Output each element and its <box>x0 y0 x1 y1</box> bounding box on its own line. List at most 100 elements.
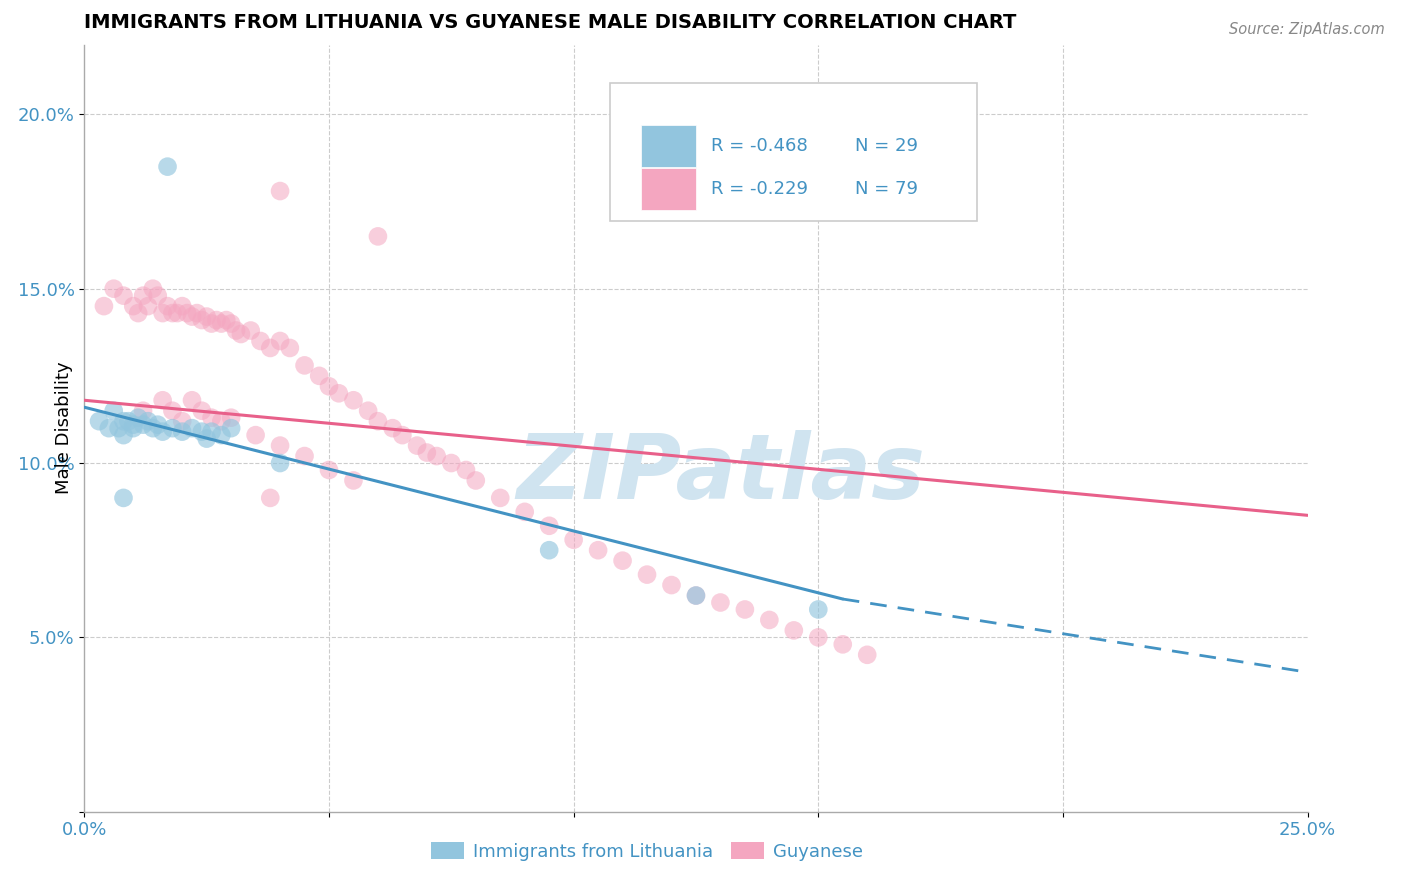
Point <box>112 414 135 428</box>
Point <box>426 449 449 463</box>
Point <box>176 306 198 320</box>
Point <box>136 299 159 313</box>
Point <box>685 589 707 603</box>
Point <box>245 428 267 442</box>
Point <box>636 567 658 582</box>
Point <box>152 425 174 439</box>
Point <box>200 410 222 425</box>
Point <box>191 403 214 417</box>
Point <box>181 310 204 324</box>
FancyBboxPatch shape <box>641 125 696 167</box>
Point <box>209 428 232 442</box>
Point <box>342 393 364 408</box>
Point <box>172 299 194 313</box>
Point <box>734 602 756 616</box>
Point <box>661 578 683 592</box>
Point <box>146 417 169 432</box>
Point <box>93 299 115 313</box>
Point <box>269 184 291 198</box>
Point <box>107 421 129 435</box>
Point <box>259 491 281 505</box>
Text: R = -0.229: R = -0.229 <box>710 180 807 198</box>
Point <box>318 379 340 393</box>
Point <box>152 306 174 320</box>
Point <box>97 421 120 435</box>
Text: Source: ZipAtlas.com: Source: ZipAtlas.com <box>1229 22 1385 37</box>
Point <box>269 456 291 470</box>
Point <box>162 403 184 417</box>
Text: N = 29: N = 29 <box>855 136 918 155</box>
Point <box>142 282 165 296</box>
Point <box>87 414 110 428</box>
Point <box>209 414 232 428</box>
FancyBboxPatch shape <box>641 168 696 210</box>
Point <box>112 428 135 442</box>
Point <box>205 313 228 327</box>
Point <box>562 533 585 547</box>
Point <box>294 359 316 373</box>
Point <box>132 403 155 417</box>
Text: IMMIGRANTS FROM LITHUANIA VS GUYANESE MALE DISABILITY CORRELATION CHART: IMMIGRANTS FROM LITHUANIA VS GUYANESE MA… <box>84 12 1017 32</box>
Point <box>200 425 222 439</box>
Point <box>122 417 145 432</box>
Point <box>831 637 853 651</box>
Point <box>538 518 561 533</box>
Point <box>807 602 830 616</box>
Point <box>308 368 330 383</box>
Point <box>856 648 879 662</box>
Point <box>269 439 291 453</box>
Point <box>391 428 413 442</box>
Point <box>612 554 634 568</box>
Point <box>127 410 149 425</box>
Point <box>122 421 145 435</box>
Point <box>464 474 486 488</box>
Point <box>103 282 125 296</box>
Point <box>538 543 561 558</box>
Point <box>186 306 208 320</box>
Point <box>112 491 135 505</box>
Point <box>783 624 806 638</box>
Point <box>162 306 184 320</box>
Point <box>454 463 477 477</box>
Point <box>146 288 169 302</box>
Point <box>181 393 204 408</box>
Legend: Immigrants from Lithuania, Guyanese: Immigrants from Lithuania, Guyanese <box>425 835 870 868</box>
Point <box>181 421 204 435</box>
Point <box>406 439 429 453</box>
Text: R = -0.468: R = -0.468 <box>710 136 807 155</box>
Point <box>219 410 242 425</box>
Point <box>191 425 214 439</box>
Point <box>586 543 609 558</box>
Point <box>318 463 340 477</box>
Point <box>127 306 149 320</box>
Point <box>156 299 179 313</box>
Point <box>156 160 179 174</box>
Point <box>225 324 247 338</box>
Point <box>209 317 232 331</box>
Point <box>172 425 194 439</box>
Point <box>103 403 125 417</box>
Point <box>367 414 389 428</box>
Point <box>278 341 301 355</box>
Point <box>152 393 174 408</box>
Point <box>215 313 238 327</box>
Point <box>709 595 731 609</box>
Point <box>249 334 271 348</box>
Point <box>117 414 139 428</box>
Point <box>239 324 262 338</box>
Point <box>229 326 252 341</box>
Point <box>200 317 222 331</box>
Point <box>136 414 159 428</box>
Y-axis label: Male Disability: Male Disability <box>55 362 73 494</box>
Point <box>132 417 155 432</box>
Point <box>685 589 707 603</box>
Point <box>758 613 780 627</box>
Point <box>513 505 536 519</box>
Point <box>195 310 218 324</box>
Point <box>357 403 380 417</box>
Point <box>166 306 188 320</box>
FancyBboxPatch shape <box>610 83 977 221</box>
Point <box>807 631 830 645</box>
Point <box>191 313 214 327</box>
Point <box>172 414 194 428</box>
